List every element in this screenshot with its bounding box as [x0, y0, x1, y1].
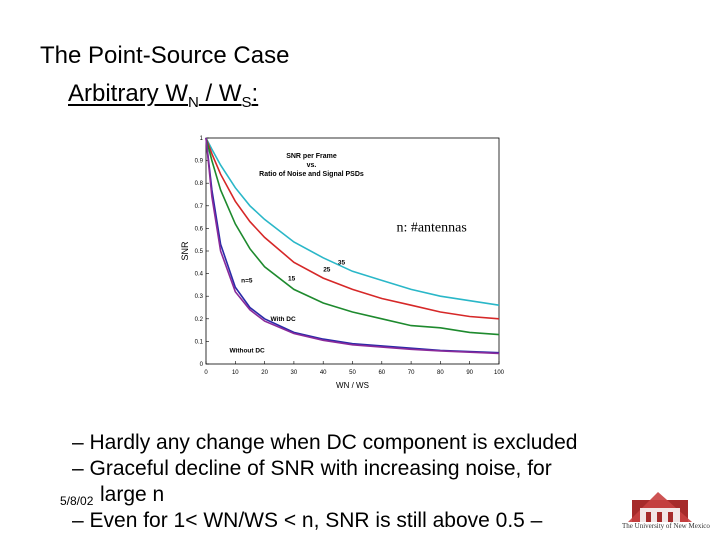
y-axis-label: SNR	[180, 241, 190, 261]
annotation-without-dc: Without DC	[229, 348, 265, 355]
chart-title-line: vs.	[307, 162, 317, 169]
y-tick-label: 0.8	[195, 181, 204, 187]
bullet-item: – Even for 1< WN/WS < n, SNR is still ab…	[72, 509, 543, 532]
series-line	[205, 137, 500, 306]
series-label-25: 25	[323, 266, 331, 273]
y-tick-label: 0.4	[195, 272, 204, 278]
series-label-n5: n=5	[241, 278, 253, 285]
university-logo-text: The University of New Mexico	[622, 522, 710, 530]
x-tick-label: 70	[408, 370, 415, 376]
chart-title-line: SNR per Frame	[286, 153, 337, 160]
bullet-item: – Graceful decline of SNR with increasin…	[72, 457, 552, 480]
x-tick-label: 30	[291, 370, 298, 376]
slide-title: The Point-Source Case	[40, 42, 290, 69]
y-tick-label: 0.5	[195, 249, 204, 255]
x-tick-label: 90	[466, 370, 473, 376]
series-line	[205, 137, 500, 336]
slide-date: 5/8/02	[60, 494, 94, 508]
y-tick-label: 0.7	[195, 204, 204, 210]
y-tick-label: 0.3	[195, 294, 204, 300]
annotation-with-dc: With DC	[270, 316, 296, 323]
y-tick-label: 0.1	[195, 339, 204, 345]
plot-frame	[205, 137, 500, 365]
x-tick-label: 50	[349, 370, 356, 376]
bullet-item: large n	[100, 483, 165, 506]
series-label-15: 15	[288, 275, 296, 282]
series-line	[205, 137, 500, 355]
x-tick-label: 60	[378, 370, 385, 376]
y-tick-label: 0.6	[195, 226, 204, 232]
x-tick-label: 10	[232, 370, 239, 376]
y-tick-label: 0.9	[195, 159, 204, 165]
annotation-antennas: n: #antennas	[396, 220, 466, 235]
x-tick-label: 80	[437, 370, 444, 376]
x-axis-label: WN / WS	[336, 381, 369, 390]
y-tick-label: 0.2	[195, 317, 204, 323]
series-label-35: 35	[338, 260, 346, 267]
bullet-item: – Hardly any change when DC component is…	[72, 431, 578, 454]
chart-title-line: Ratio of Noise and Signal PSDs	[259, 171, 364, 178]
x-tick-label: 20	[261, 370, 268, 376]
bullet-list: – Hardly any change when DC component is…	[72, 430, 577, 534]
snr-chart: 0 10 20 30 40 50 60 70 80 90 100 0 0.1 0.2 0.3 0.4 0.5 0.…	[180, 136, 505, 390]
slide-subtitle: Arbitrary WN / WS:	[68, 80, 259, 111]
university-logo-icon	[628, 492, 692, 522]
x-tick-label: 0	[204, 370, 208, 376]
y-tick-label: 0	[200, 362, 204, 368]
x-tick-label: 100	[494, 370, 505, 376]
y-tick-label: 1	[200, 136, 204, 142]
x-tick-label: 40	[320, 370, 327, 376]
series-line	[205, 137, 500, 320]
